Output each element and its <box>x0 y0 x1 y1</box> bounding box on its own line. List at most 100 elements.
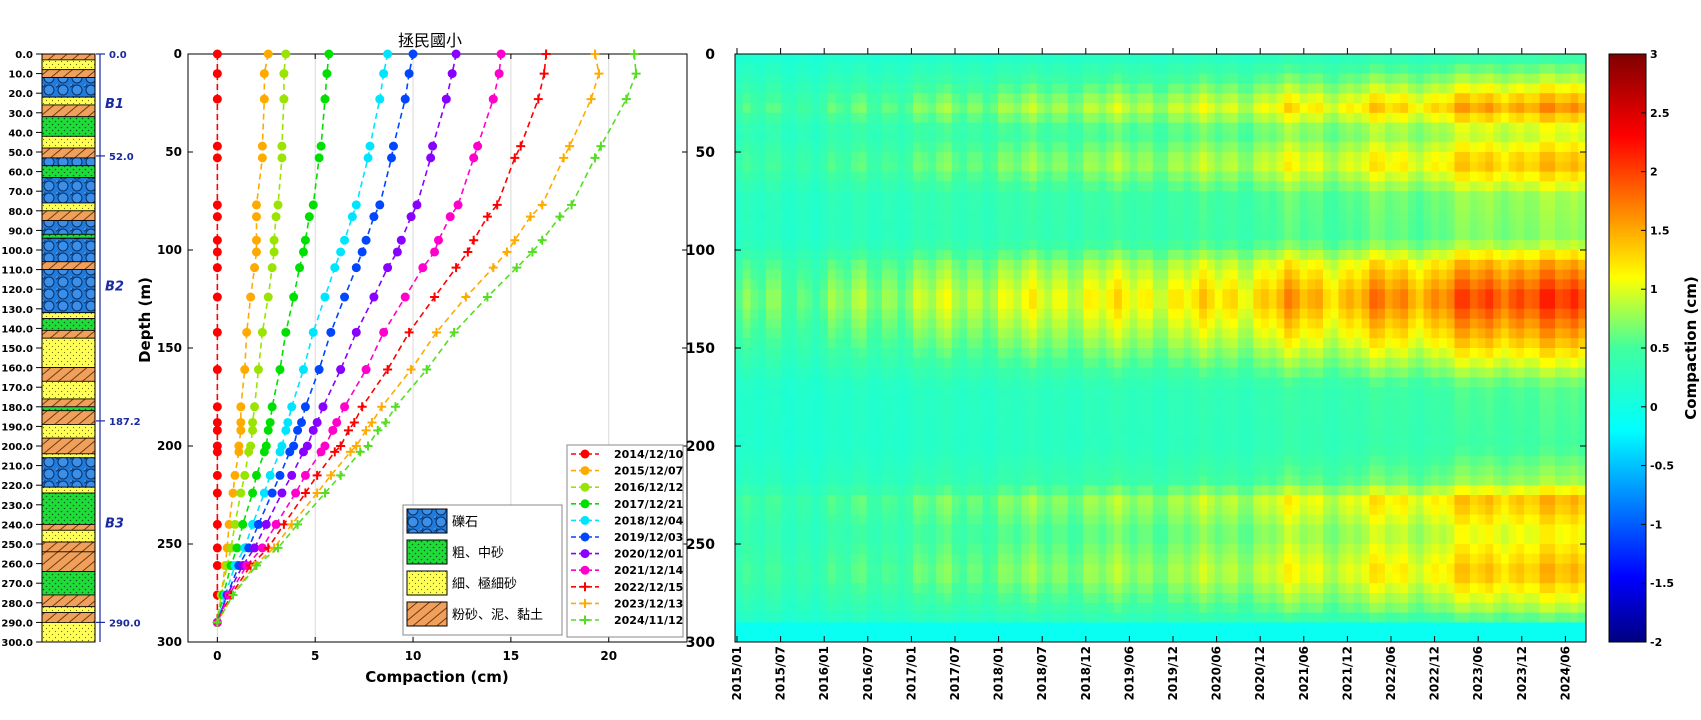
heatmap-cell <box>874 602 883 614</box>
heatmap-cell <box>1114 259 1123 271</box>
series-point <box>404 327 414 337</box>
series-point <box>212 247 222 257</box>
heatmap-cell <box>1199 377 1208 388</box>
heatmap-cell <box>1199 544 1208 555</box>
heatmap-cell <box>1052 602 1061 614</box>
heatmap-cell <box>758 357 767 369</box>
heatmap-cell <box>735 103 744 114</box>
heatmap-cell <box>1090 103 1100 114</box>
heatmap-cell <box>1299 289 1309 300</box>
heatmap-cell <box>905 103 914 114</box>
heatmap-cell <box>1292 259 1301 271</box>
heatmap-cell <box>1075 406 1084 418</box>
heatmap-cell <box>1075 583 1084 594</box>
heatmap-cell <box>920 259 930 271</box>
heatmap-cell <box>1067 142 1076 153</box>
heatmap-cell <box>905 279 914 290</box>
heatmap-cell <box>742 348 752 359</box>
heatmap-cell <box>951 142 960 153</box>
heatmap-cell <box>1299 259 1309 271</box>
heatmap-cell <box>1230 220 1239 231</box>
heatmap-cell <box>1292 397 1301 408</box>
heatmap-cell <box>1090 377 1100 388</box>
heatmap-cell <box>1145 357 1154 369</box>
heatmap-cell <box>1152 397 1162 408</box>
heatmap-cell <box>758 416 767 427</box>
heatmap-cell <box>928 367 937 378</box>
heatmap-cell <box>796 622 806 633</box>
heatmap-cell <box>1237 122 1247 133</box>
heatmap-cell <box>1129 612 1138 623</box>
heatmap-cell <box>912 632 922 642</box>
heatmap-cell <box>967 455 976 467</box>
heatmap-cell <box>1307 250 1316 261</box>
strip-layer-coarse <box>41 492 96 525</box>
heatmap-cell <box>1199 534 1208 545</box>
series-point <box>336 365 346 375</box>
heatmap-cell <box>982 132 991 143</box>
heatmap-cell <box>943 485 953 496</box>
heatmap-cell <box>1222 181 1231 192</box>
heatmap-cell <box>1013 593 1022 604</box>
heatmap-cell <box>1052 416 1061 427</box>
heatmap-cell <box>1121 289 1131 300</box>
heatmap-cell <box>1199 553 1208 565</box>
heatmap-cell <box>1253 171 1262 182</box>
heatmap-cell <box>1067 93 1076 104</box>
heatmap-cell <box>1090 514 1100 525</box>
heatmap-cell <box>889 230 899 241</box>
heatmap-cell <box>827 289 837 300</box>
heatmap-cell <box>796 563 806 574</box>
heatmap-cell <box>1098 54 1107 65</box>
heatmap-cell <box>742 93 752 104</box>
heatmap-cell <box>1083 446 1092 457</box>
heatmap-cell <box>1152 406 1162 418</box>
heatmap-cell <box>881 230 891 241</box>
heatmap-cell <box>1237 416 1247 427</box>
heatmap-cell <box>1206 495 1216 506</box>
series-point <box>271 212 281 222</box>
heatmap-cell <box>1028 436 1038 447</box>
heatmap-cell <box>912 612 922 623</box>
heatmap-cell <box>804 583 813 594</box>
heatmap-cell <box>943 602 953 614</box>
heatmap-cell <box>1083 142 1092 153</box>
heatmap-cell <box>982 250 991 261</box>
heatmap-cell <box>1276 348 1285 359</box>
heatmap-cell <box>1191 210 1200 222</box>
heatmap-cell <box>1199 161 1208 173</box>
heatmap-cell <box>1268 240 1278 251</box>
heatmap-cell <box>866 446 875 457</box>
heatmap-cell <box>866 357 875 369</box>
series-point <box>449 327 459 337</box>
heatmap-cell <box>982 416 991 427</box>
heatmap-cell <box>1245 181 1254 192</box>
heatmap-cell <box>936 426 945 437</box>
heatmap-cell <box>974 357 984 369</box>
heatmap-cell <box>897 563 906 574</box>
heatmap-cell <box>1145 259 1154 271</box>
heatmap-cell <box>1222 583 1231 594</box>
heatmap-cell <box>750 73 759 84</box>
strip-layer-gravel <box>41 457 96 488</box>
heatmap-cell <box>920 446 930 457</box>
heatmap-cell <box>936 103 945 114</box>
heatmap-cell <box>1083 406 1092 418</box>
heatmap-cell <box>1214 161 1223 173</box>
heatmap-cell <box>1021 436 1030 447</box>
heatmap-cell <box>1230 397 1239 408</box>
heatmap-cell <box>1183 132 1193 143</box>
heatmap-cell <box>1230 387 1239 398</box>
heatmap-cell <box>1222 230 1231 241</box>
heatmap-cell <box>1276 495 1285 506</box>
heatmap-cell <box>1129 514 1138 525</box>
series-point <box>277 488 287 498</box>
heatmap-cell <box>959 142 968 153</box>
heatmap-cell <box>1114 191 1123 202</box>
heatmap-cell <box>866 602 875 614</box>
heatmap-cell <box>750 299 759 310</box>
heatmap-cell <box>827 210 837 222</box>
heatmap-cell <box>1261 83 1270 94</box>
heatmap-cell <box>735 220 744 231</box>
heatmap-cell <box>835 514 844 525</box>
